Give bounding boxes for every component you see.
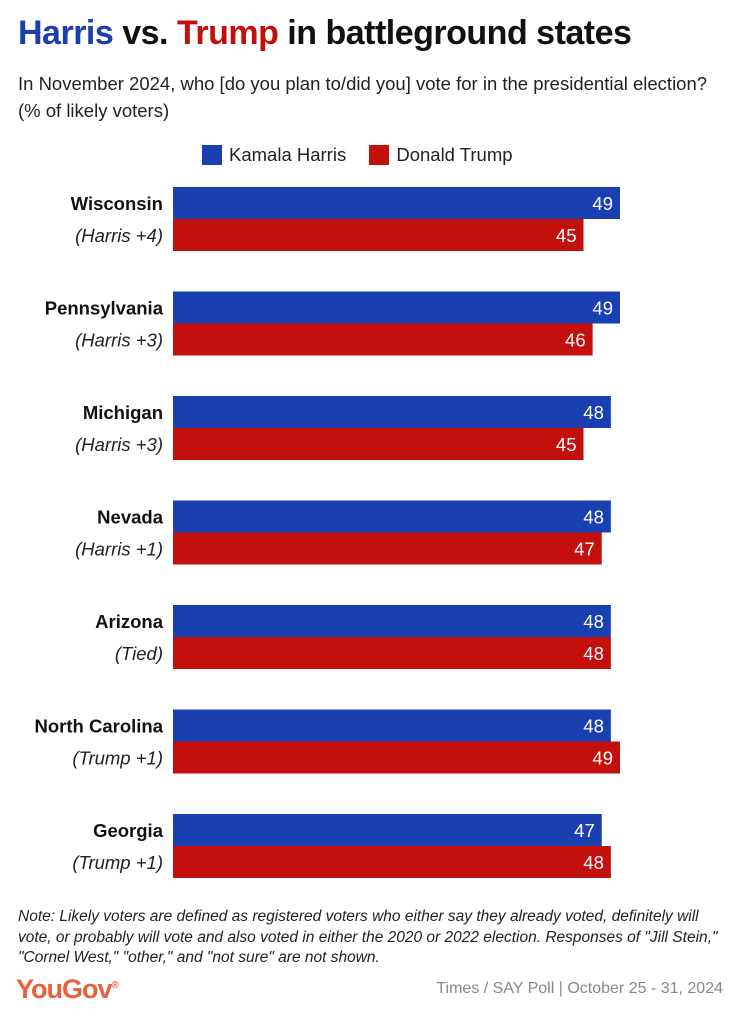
state-label-georgia: Georgia xyxy=(93,820,164,841)
bar-trump-georgia xyxy=(173,846,611,878)
bar-trump-michigan xyxy=(173,428,584,460)
bar-harris-pennsylvania xyxy=(173,291,620,324)
registered-mark: ® xyxy=(111,980,119,991)
value-label-trump-michigan: 45 xyxy=(556,434,577,455)
value-label-harris-nevada: 48 xyxy=(583,507,604,528)
footnote: Note: Likely voters are defined as regis… xyxy=(18,908,718,966)
margin-label-nevada: (Harris +1) xyxy=(75,539,163,560)
value-label-trump-north-carolina: 49 xyxy=(592,748,613,769)
legend-swatch-harris xyxy=(202,145,222,165)
bar-trump-pennsylvania xyxy=(173,323,593,356)
value-label-harris-arizona: 48 xyxy=(583,611,604,632)
legend: Kamala Harris Donald Trump xyxy=(202,144,531,170)
margin-label-wisconsin: (Harris +4) xyxy=(75,225,163,246)
bar-harris-michigan xyxy=(173,396,611,428)
value-label-harris-michigan: 48 xyxy=(583,402,604,423)
value-label-trump-nevada: 47 xyxy=(574,539,595,560)
value-label-harris-georgia: 47 xyxy=(574,820,595,841)
title-rest: in battleground states xyxy=(278,14,632,52)
bar-harris-arizona xyxy=(173,605,611,637)
value-label-harris-wisconsin: 49 xyxy=(592,193,613,214)
margin-label-georgia: (Trump +1) xyxy=(72,852,163,873)
margin-label-arizona: (Tied) xyxy=(115,643,163,664)
yougov-logo: YouGov® xyxy=(16,974,119,1005)
state-label-pennsylvania: Pennsylvania xyxy=(45,298,164,319)
chart-title: Harris vs. Trump in battleground states xyxy=(18,14,632,53)
margin-label-pennsylvania: (Harris +3) xyxy=(75,330,163,351)
legend-swatch-trump xyxy=(369,145,390,165)
title-harris: Harris xyxy=(18,14,114,52)
chart-subtitle: In November 2024, who [do you plan to/di… xyxy=(18,73,708,121)
margin-label-north-carolina: (Trump +1) xyxy=(72,748,163,769)
legend-label-trump: Donald Trump xyxy=(396,144,513,165)
value-label-trump-wisconsin: 45 xyxy=(556,225,577,246)
state-label-wisconsin: Wisconsin xyxy=(71,193,163,214)
title-trump: Trump xyxy=(176,14,279,52)
state-label-north-carolina: North Carolina xyxy=(35,716,164,737)
value-label-harris-north-carolina: 48 xyxy=(583,716,604,737)
logo-text: YouGov xyxy=(16,974,113,1004)
bar-harris-georgia xyxy=(173,814,602,846)
bar-trump-north-carolina xyxy=(173,741,620,774)
source-credit: Times / SAY Poll | October 25 - 31, 2024 xyxy=(436,980,723,997)
state-label-nevada: Nevada xyxy=(97,507,164,528)
state-label-michigan: Michigan xyxy=(83,402,163,423)
title-vs: vs. xyxy=(113,14,177,52)
legend-item-harris: Kamala Harris xyxy=(202,144,346,166)
value-label-trump-arizona: 48 xyxy=(583,643,604,664)
bar-trump-nevada xyxy=(173,532,602,565)
value-label-harris-pennsylvania: 49 xyxy=(592,298,613,319)
bar-trump-arizona xyxy=(173,637,611,669)
value-label-trump-georgia: 48 xyxy=(583,852,604,873)
value-label-trump-pennsylvania: 46 xyxy=(565,330,586,351)
bar-harris-nevada xyxy=(173,500,611,533)
margin-label-michigan: (Harris +3) xyxy=(75,434,163,455)
bar-harris-wisconsin xyxy=(173,187,620,219)
legend-item-trump: Donald Trump xyxy=(369,144,513,166)
state-label-arizona: Arizona xyxy=(95,611,164,632)
bar-harris-north-carolina xyxy=(173,709,611,742)
legend-label-harris: Kamala Harris xyxy=(229,144,347,165)
bar-chart: Wisconsin (Harris +4) 49 45 Pennsylvania (Har… xyxy=(35,187,620,878)
bar-trump-wisconsin xyxy=(173,219,584,251)
